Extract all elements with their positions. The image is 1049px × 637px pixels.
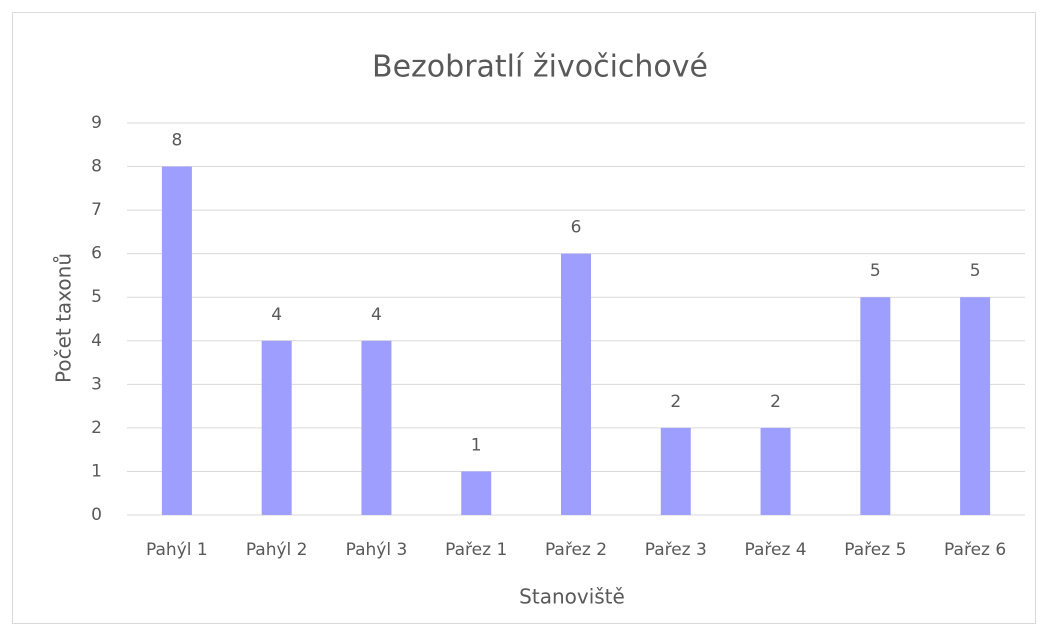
y-tick-label: 8 (91, 157, 102, 177)
data-label: 5 (870, 261, 881, 281)
bar (860, 297, 891, 515)
y-tick-label: 1 (91, 461, 102, 481)
chart-title: Bezobratlí živočichové (372, 50, 708, 85)
y-tick-label: 4 (91, 331, 102, 351)
y-tick-label: 0 (91, 505, 102, 525)
data-label: 1 (471, 435, 482, 455)
y-tick-label: 5 (91, 287, 102, 307)
data-label: 2 (770, 392, 781, 412)
bar (561, 253, 591, 515)
bar (261, 340, 292, 515)
x-tick-label: Pahýl 3 (346, 540, 408, 560)
data-label: 2 (670, 392, 681, 412)
x-tick-label: Pahýl 2 (246, 540, 308, 560)
x-tick-label: Pařez 5 (844, 540, 906, 560)
bar (760, 427, 791, 515)
y-axis-label: Počet taxonů (52, 253, 76, 383)
x-tick-label: Pařez 1 (445, 540, 507, 560)
y-tick-label: 7 (91, 200, 102, 220)
bar (461, 471, 492, 515)
data-label: 6 (571, 218, 582, 238)
x-tick-label: Pařez 2 (545, 540, 607, 560)
bar (660, 427, 691, 515)
y-tick-label: 2 (91, 418, 102, 438)
data-label: 8 (171, 131, 182, 151)
data-label: 5 (970, 261, 981, 281)
x-tick-label: Pařez 6 (944, 540, 1006, 560)
x-tick-label: Pařez 3 (645, 540, 707, 560)
bar (960, 297, 991, 515)
x-axis-label: Stanoviště (519, 585, 625, 609)
y-tick-label: 9 (91, 113, 102, 133)
bar (161, 166, 192, 516)
data-label: 4 (271, 305, 282, 325)
x-tick-label: Pařez 4 (744, 540, 806, 560)
data-label: 4 (371, 305, 382, 325)
x-tick-label: Pahýl 1 (146, 540, 208, 560)
y-tick-label: 6 (91, 244, 102, 264)
bar (361, 340, 392, 515)
y-tick-label: 3 (91, 374, 102, 394)
